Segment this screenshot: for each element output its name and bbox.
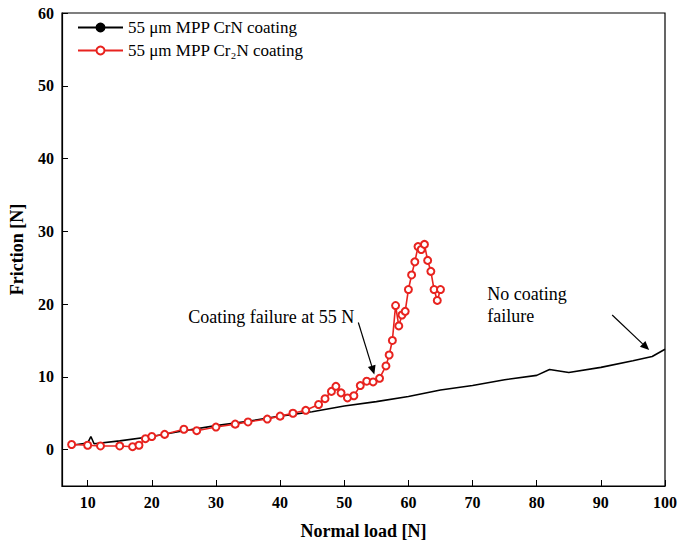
svg-text:55 μm MPP CrN coating: 55 μm MPP CrN coating xyxy=(128,18,298,37)
svg-text:60: 60 xyxy=(38,5,54,22)
svg-text:50: 50 xyxy=(38,77,54,94)
svg-text:70: 70 xyxy=(465,494,481,511)
svg-text:20: 20 xyxy=(38,296,54,313)
svg-text:No coating: No coating xyxy=(487,284,571,304)
svg-text:40: 40 xyxy=(38,150,54,167)
svg-text:40: 40 xyxy=(272,494,288,511)
svg-text:60: 60 xyxy=(400,494,416,511)
svg-text:Normal load [N]: Normal load [N] xyxy=(301,521,427,541)
svg-text:50: 50 xyxy=(336,494,352,511)
svg-text:10: 10 xyxy=(38,368,54,385)
svg-text:failure: failure xyxy=(487,306,534,326)
svg-text:30: 30 xyxy=(38,223,54,240)
svg-text:0: 0 xyxy=(46,441,54,458)
svg-text:55 μm MPP Cr₂N coating: 55 μm MPP Cr₂N coating xyxy=(128,41,303,60)
svg-text:20: 20 xyxy=(144,494,160,511)
svg-text:90: 90 xyxy=(593,494,609,511)
svg-text:80: 80 xyxy=(529,494,545,511)
svg-text:30: 30 xyxy=(208,494,224,511)
svg-text:10: 10 xyxy=(80,494,96,511)
svg-text:Friction [N]: Friction [N] xyxy=(7,204,27,295)
svg-text:Coating failure at 55 N: Coating failure at 55 N xyxy=(188,307,354,327)
svg-text:100: 100 xyxy=(653,494,677,511)
